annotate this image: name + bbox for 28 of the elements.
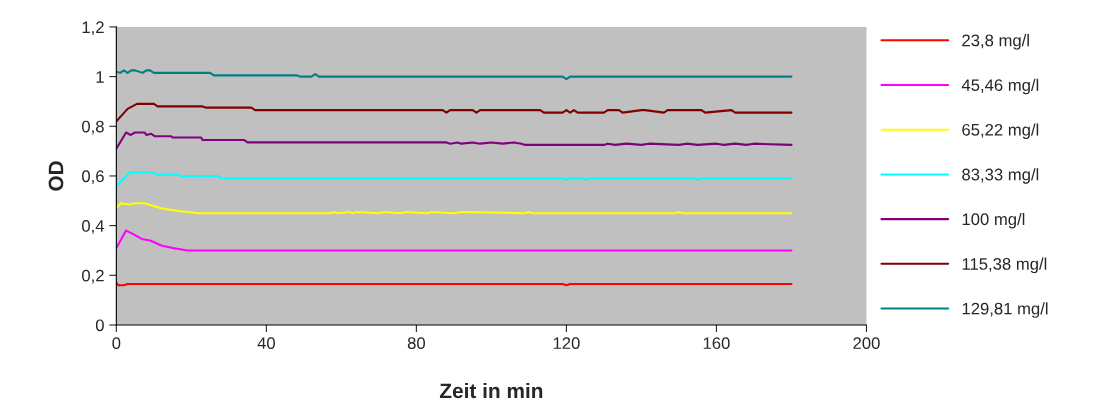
- legend-label: 83,33 mg/l: [962, 168, 1039, 184]
- x-tick-label: 120: [553, 337, 580, 350]
- x-tick-label: 0: [112, 337, 121, 350]
- y-axis-title: OD: [48, 161, 64, 191]
- line-series: [116, 102, 793, 123]
- x-tick-label: 80: [407, 337, 425, 350]
- y-tick-label: 0: [95, 319, 104, 332]
- legend-label: 100 mg/l: [962, 212, 1025, 229]
- x-tick-label: 200: [853, 337, 880, 350]
- legend-label: 23,8 mg/l: [962, 34, 1029, 50]
- line-series: [116, 229, 793, 252]
- y-tick-label: 1,2: [82, 21, 104, 36]
- line-series: [116, 171, 793, 187]
- legend-label: 129,81 mg/l: [962, 302, 1048, 318]
- legend-label: 115,38 mg/l: [962, 257, 1047, 274]
- x-axis-title: Zeit in min: [439, 382, 543, 399]
- line-series: [116, 69, 793, 81]
- y-tick-label: 0,4: [82, 220, 105, 234]
- line-series: [116, 131, 793, 150]
- y-tick-label: 0,8: [82, 120, 104, 135]
- legend-label: 65,22 mg/l: [962, 123, 1039, 140]
- y-tick-label: 1: [96, 71, 104, 83]
- legend-label: 45,46 mg/l: [961, 78, 1039, 95]
- x-tick-label: 160: [703, 337, 730, 350]
- y-tick-label: 0,2: [82, 269, 104, 284]
- line-series: [116, 202, 793, 215]
- x-tick-label: 40: [257, 337, 275, 350]
- y-tick-label: 0,6: [82, 170, 104, 185]
